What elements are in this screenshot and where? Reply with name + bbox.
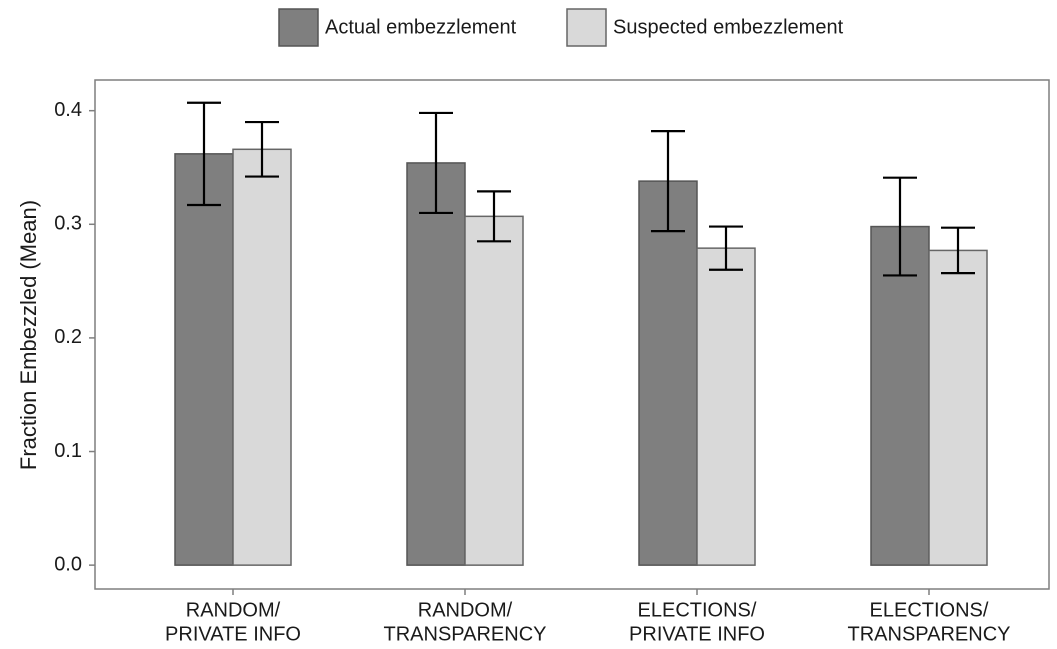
bar — [928, 249, 988, 566]
bar — [406, 162, 466, 566]
x-tick-label: ELECTIONS/ — [638, 599, 757, 621]
x-tick-label: RANDOM/ — [418, 599, 513, 621]
error-bar — [709, 225, 743, 271]
y-tick-label: 0.1 — [54, 440, 82, 462]
bar — [638, 180, 698, 566]
y-tick-label: 0.0 — [54, 553, 82, 575]
bar — [870, 225, 930, 566]
bar — [174, 153, 234, 566]
error-bar — [187, 101, 221, 207]
legend-label: Suspected embezzlement — [613, 16, 844, 38]
bar — [464, 215, 524, 566]
y-tick-label: 0.4 — [54, 99, 82, 121]
x-tick-label: TRANSPARENCY — [848, 623, 1011, 645]
error-bar — [477, 190, 511, 243]
error-bar — [941, 226, 975, 275]
error-bar — [651, 130, 685, 233]
legend-label: Actual embezzlement — [325, 16, 517, 38]
legend-swatch — [278, 8, 319, 47]
y-axis-title: Fraction Embezzled (Mean) — [16, 200, 41, 470]
y-tick-label: 0.3 — [54, 213, 82, 235]
x-tick-label: ELECTIONS/ — [870, 599, 989, 621]
bar — [696, 247, 756, 566]
legend-swatch — [566, 8, 607, 47]
y-tick-label: 0.2 — [54, 326, 82, 348]
x-tick-label: TRANSPARENCY — [384, 623, 547, 645]
error-bar — [883, 176, 917, 277]
x-tick-label: RANDOM/ — [186, 599, 281, 621]
plot-border — [94, 79, 1050, 590]
x-tick-label: PRIVATE INFO — [629, 623, 765, 645]
x-tick-label: PRIVATE INFO — [165, 623, 301, 645]
bar — [232, 148, 292, 566]
error-bar — [245, 120, 279, 178]
error-bar — [419, 111, 453, 215]
